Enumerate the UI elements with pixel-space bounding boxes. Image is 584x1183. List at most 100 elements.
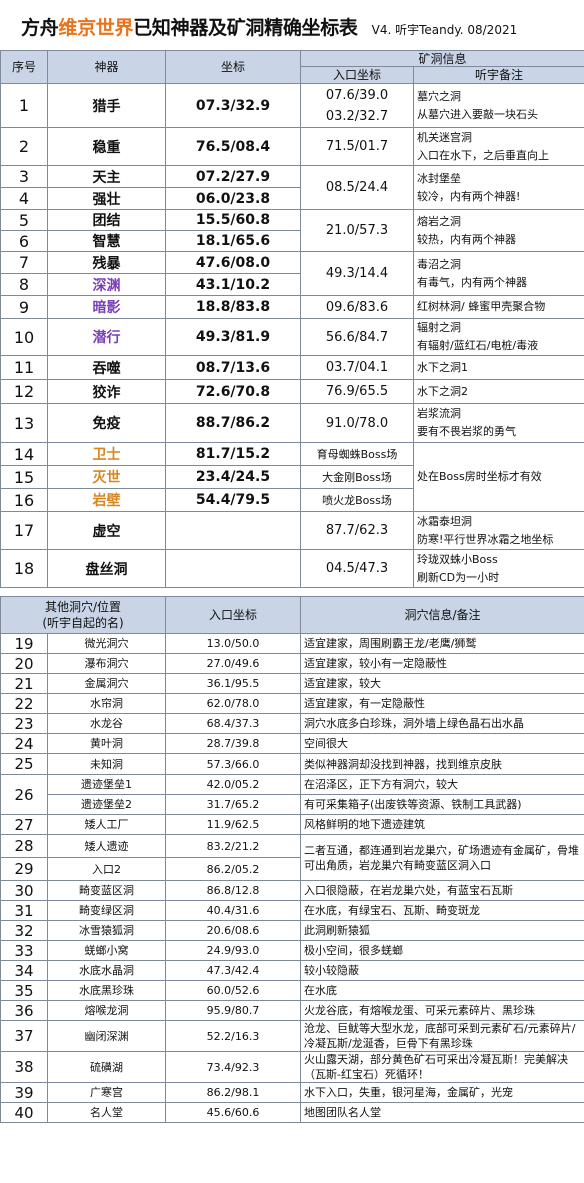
table-row: 27 矮人工厂 11.9/62.5 风格鲜明的地下遗迹建筑 xyxy=(0,814,584,835)
cave-name: 蜣螂小窝 xyxy=(47,940,166,961)
artifact-coordinate: 88.7/86.2 xyxy=(165,403,301,443)
entrance-coordinate: 49.3/14.4 xyxy=(300,251,414,296)
entrance-coordinate: 04.5/47.3 xyxy=(300,549,414,588)
row-index: 39 xyxy=(0,1082,48,1103)
cave-note: 地图团队名人堂 xyxy=(300,1102,584,1123)
cave-coordinate: 11.9/62.5 xyxy=(165,814,301,835)
row-index: 18 xyxy=(0,549,48,588)
row-index: 33 xyxy=(0,940,48,961)
row-index: 14 xyxy=(0,442,48,466)
cave-note: 在沼泽区，正下方有洞穴，较大 xyxy=(300,774,584,795)
cave-coordinate: 62.0/78.0 xyxy=(165,693,301,714)
table-row: 19 微光洞穴 13.0/50.0 适宜建家，周围刷霸王龙/老鹰/狮鹫 xyxy=(0,633,584,654)
entrance-coordinate: 56.6/84.7 xyxy=(300,318,414,356)
row-index: 40 xyxy=(0,1102,48,1123)
note-line: 冰封堡垒 xyxy=(417,171,461,185)
cave-coordinate: 47.3/42.4 xyxy=(165,960,301,981)
table-row: 34 水底水晶洞 47.3/42.4 较小较隐蔽 xyxy=(0,960,584,981)
header-cave-info: 洞穴信息/备注 xyxy=(300,596,584,634)
cave-name: 水底水晶洞 xyxy=(47,960,166,981)
row-index: 30 xyxy=(0,880,48,901)
cave-coordinate: 52.2/16.3 xyxy=(165,1020,301,1052)
entrance-coordinate: 76.9/65.5 xyxy=(300,379,414,404)
table-row: 36 熔喉龙洞 95.9/80.7 火龙谷底，有熔喉龙蛋、可采元素碎片、黑珍珠 xyxy=(0,1000,584,1021)
table-row: 17 虚空 87.7/62.3 冰霜泰坦洞 防寒!平行世界冰霜之地坐标 xyxy=(0,511,584,550)
note-line: 刷新CD为一小时 xyxy=(417,570,500,584)
table-row: 2 稳重 76.5/08.4 71.5/01.7 机关迷宫洞 入口在水下，之后垂直… xyxy=(0,127,584,166)
row-index: 29 xyxy=(0,857,48,881)
row-index: 12 xyxy=(0,379,48,404)
entrance-line: 03.2/32.7 xyxy=(325,108,389,124)
cave-name: 黄叶洞 xyxy=(47,733,166,754)
row-index: 4 xyxy=(0,187,48,210)
cave-name: 冰雪猿狐洞 xyxy=(47,920,166,941)
row-index: 19 xyxy=(0,633,48,654)
artifact-coordinate: 07.3/32.9 xyxy=(165,83,301,128)
cave-note: 水下之洞1 xyxy=(412,355,584,380)
note-line: 从墓穴进入要敲一块石头 xyxy=(417,107,538,121)
cave-note: 水下入口，失重，银河星海，金属矿，光宠 xyxy=(300,1082,584,1103)
header-coordinate: 坐标 xyxy=(165,50,301,84)
cave-note: 有可采集箱子(出废铁等资源、铁制工具武器) xyxy=(300,794,584,815)
table-row: 32 冰雪猿狐洞 20.6/08.6 此洞刷新猿狐 xyxy=(0,920,584,941)
cave-note: 红树林洞/ 蜂蜜甲壳聚合物 xyxy=(412,295,584,319)
entrance-coordinate: 08.5/24.4 xyxy=(300,165,414,210)
table-row: 21 金属洞穴 36.1/95.5 适宜建家，较大 xyxy=(0,673,584,694)
cave-name: 入口2 xyxy=(47,857,166,881)
row-index: 22 xyxy=(0,693,48,714)
cave-name: 遗迹堡垒1 xyxy=(47,774,166,795)
cave-name: 未知洞 xyxy=(47,753,166,775)
note-line: 较热，内有两个神器 xyxy=(417,232,516,246)
cave-note: 适宜建家，周围刷霸王龙/老鹰/狮鹫 xyxy=(300,633,584,654)
cave-coordinate: 86.8/12.8 xyxy=(165,880,301,901)
table-row: 40 名人堂 45.6/60.6 地图团队名人堂 xyxy=(0,1102,584,1123)
artifact-name: 智慧 xyxy=(47,230,166,252)
artifact-coordinate: 08.7/13.6 xyxy=(165,355,301,380)
table-row: 遗迹堡垒2 31.7/65.2 有可采集箱子(出废铁等资源、铁制工具武器) xyxy=(1,794,584,815)
note-line: 辐射之洞 xyxy=(417,321,461,334)
note-line: 有辐射/蓝红石/电桩/毒液 xyxy=(417,339,539,352)
artifact-coordinate: 23.4/24.5 xyxy=(165,465,301,489)
row-index: 27 xyxy=(0,814,48,835)
row-index: 17 xyxy=(0,511,48,550)
artifact-coordinate xyxy=(165,511,301,550)
cave-coordinate: 36.1/95.5 xyxy=(165,673,301,694)
row-index: 2 xyxy=(0,127,48,166)
boss-arena: 喷火龙Boss场 xyxy=(300,488,414,512)
title-highlight: 维京世界 xyxy=(58,17,134,39)
table-row: 39 广寒宫 86.2/98.1 水下入口，失重，银河星海，金属矿，光宠 xyxy=(0,1082,584,1103)
artifact-name: 免疫 xyxy=(47,403,166,443)
table-row: 20 瀑布洞穴 27.0/49.6 适宜建家，较小有一定隐蔽性 xyxy=(0,653,584,674)
cave-name: 矮人遗迹 xyxy=(47,834,166,858)
cave-note: 洞穴水底多白珍珠，洞外墙上绿色晶石出水晶 xyxy=(300,713,584,734)
artifact-coordinate: 18.8/83.8 xyxy=(165,295,301,319)
cave-note: 风格鲜明的地下遗迹建筑 xyxy=(300,814,584,835)
table-row: 3 天主 07.2/27.9 08.5/24.4 冰封堡垒 较冷，内有两个神器! xyxy=(0,165,584,210)
cave-note: 入口很隐蔽，在岩龙巢穴处，有蓝宝石瓦斯 xyxy=(300,880,584,901)
artifact-name: 岩壁 xyxy=(47,488,166,512)
table-row: 28 矮人遗迹 83.2/21.2 二者互通，都连通到岩龙巢穴，矿场遗迹有金属矿，骨堆… xyxy=(0,834,584,881)
artifact-coordinate: 07.2/27.9 xyxy=(165,165,301,188)
artifact-name: 卫士 xyxy=(47,442,166,466)
table-row: 7 残暴 47.6/08.0 49.3/14.4 毒沼之洞 有毒气，内有两个神器 xyxy=(0,251,584,296)
table-row: 9 暗影 18.8/83.8 09.6/83.6 红树林洞/ 蜂蜜甲壳聚合物 xyxy=(0,295,584,319)
entrance-coordinate: 07.6/39.0 03.2/32.7 xyxy=(300,83,414,128)
row-index: 7 xyxy=(0,251,48,274)
cave-note: 毒沼之洞 有毒气，内有两个神器 xyxy=(412,251,584,296)
cave-coordinate: 68.4/37.3 xyxy=(165,713,301,734)
entrance-coordinate: 71.5/01.7 xyxy=(300,127,414,166)
cave-note: 在水底，有绿宝石、瓦斯、畸变斑龙 xyxy=(300,900,584,921)
artifact-name: 盘丝洞 xyxy=(47,549,166,588)
table-row: 22 水帘洞 62.0/78.0 适宜建家，有一定隐蔽性 xyxy=(0,693,584,714)
cave-coordinate: 31.7/65.2 xyxy=(165,794,301,815)
table-row: 26 遗迹堡垒1 42.0/05.2 在沼泽区，正下方有洞穴，较大 xyxy=(0,774,584,815)
artifact-table: 序号 神器 坐标 矿洞信息 入口坐标 听宇备注 1 猎手 07.3/32.9 0… xyxy=(0,50,584,588)
cave-note: 玲珑双蛛小Boss 刷新CD为一小时 xyxy=(412,549,584,588)
table-row: 31 畸变绿区洞 40.4/31.6 在水底，有绿宝石、瓦斯、畸变斑龙 xyxy=(0,900,584,921)
cave-name: 广寒宫 xyxy=(47,1082,166,1103)
artifact-coordinate: 72.6/70.8 xyxy=(165,379,301,404)
artifact-coordinate: 18.1/65.6 xyxy=(165,230,301,252)
row-index: 34 xyxy=(0,960,48,981)
cave-note: 空间很大 xyxy=(300,733,584,754)
